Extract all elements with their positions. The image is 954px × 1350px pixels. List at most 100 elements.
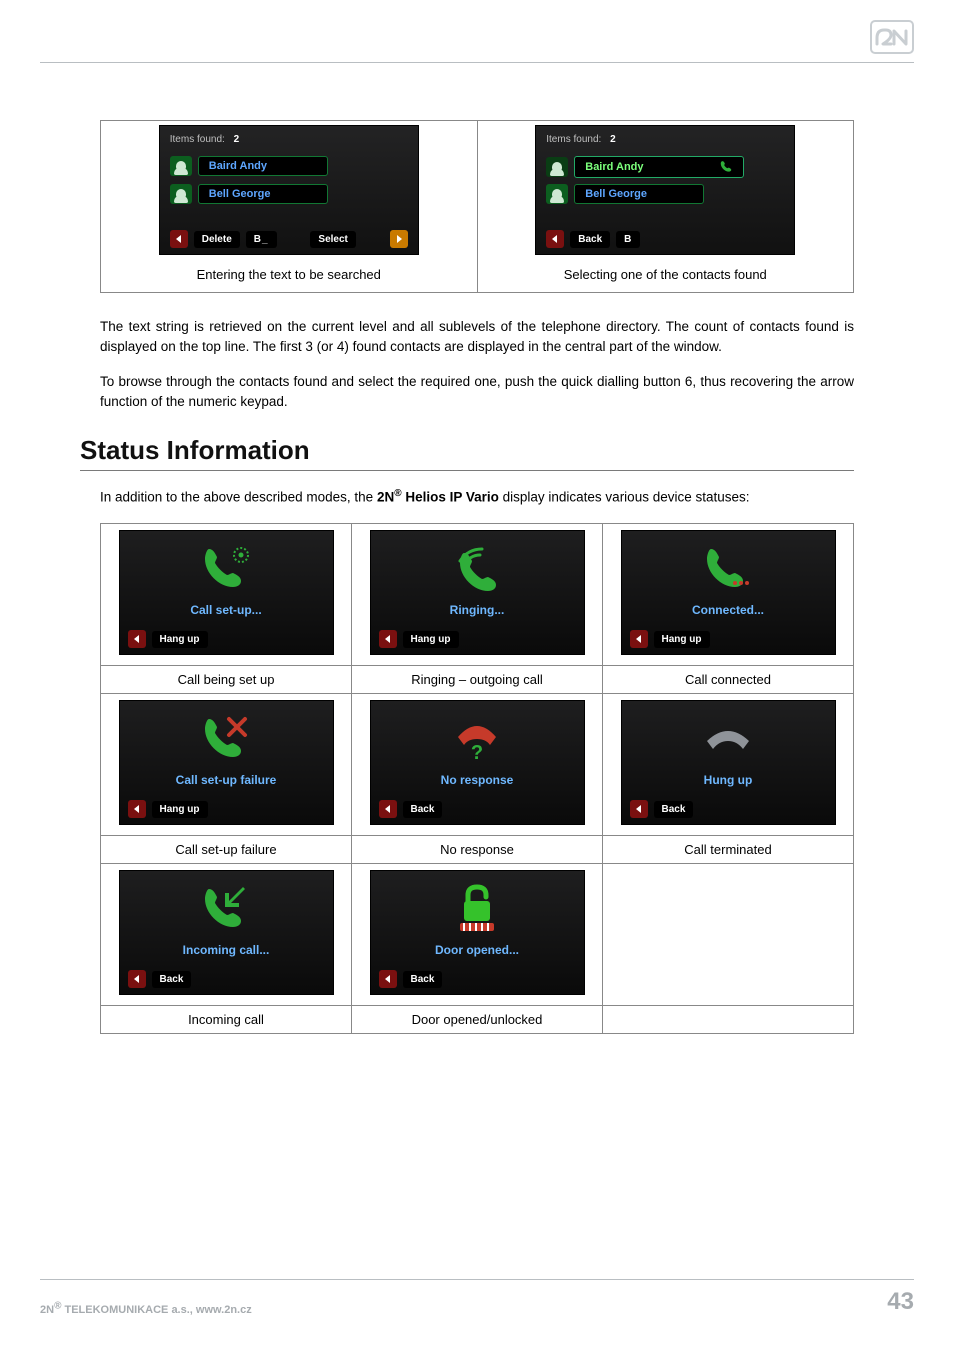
contact-row: Bell George <box>546 184 704 204</box>
device-screen: Connected... Hang up <box>621 530 836 655</box>
status-caption: Door opened/unlocked <box>352 1006 603 1034</box>
bottom-bar: Hang up <box>128 630 208 648</box>
failure-icon <box>199 713 253 763</box>
status-text: Call set-up failure <box>120 773 333 787</box>
person-icon <box>170 156 192 176</box>
status-cell: Call set-up... Hang up <box>101 524 352 666</box>
contact-row-selected: Baird Andy <box>546 156 744 178</box>
right-arrow-icon[interactable] <box>390 230 408 248</box>
bottom-bar: Hang up <box>128 800 208 818</box>
ringing-icon <box>450 543 504 593</box>
bottom-bar: Delete B_ Select <box>170 230 408 248</box>
status-caption: Call terminated <box>603 836 854 864</box>
status-cell: Connected... Hang up <box>603 524 854 666</box>
left-arrow-icon[interactable] <box>379 970 397 988</box>
left-arrow-icon[interactable] <box>128 970 146 988</box>
contact-row: Baird Andy <box>170 156 328 176</box>
intro-text: In addition to the above described modes… <box>100 490 377 505</box>
brand-logo <box>870 20 914 54</box>
left-arrow-icon[interactable] <box>379 630 397 648</box>
left-arrow-icon[interactable] <box>630 800 648 818</box>
items-found-label: Items found: 2 <box>170 134 239 145</box>
items-found-count: 2 <box>610 134 616 145</box>
left-arrow-icon[interactable] <box>379 800 397 818</box>
status-text: Hung up <box>622 773 835 787</box>
intro-text: display indicates various device statuse… <box>499 490 750 505</box>
status-text: No response <box>371 773 584 787</box>
search-examples-row: Items found: 2 Baird Andy Bell George De… <box>100 120 854 293</box>
caption: Entering the text to be searched <box>105 261 473 288</box>
device-screen: Call set-up failure Hang up <box>119 700 334 825</box>
left-arrow-icon[interactable] <box>630 630 648 648</box>
status-text: Ringing... <box>371 603 584 617</box>
door-opened-icon <box>450 883 504 933</box>
status-text: Incoming call... <box>120 943 333 957</box>
status-cell: Incoming call... Back <box>101 864 352 1006</box>
items-found-label: Items found: 2 <box>546 134 615 145</box>
status-text: Connected... <box>622 603 835 617</box>
status-cell: ? No response Back <box>352 694 603 836</box>
left-arrow-icon[interactable] <box>128 800 146 818</box>
delete-label: Delete <box>194 231 240 248</box>
items-found-text: Items found: <box>170 134 225 145</box>
device-screen: Items found: 2 Baird Andy Bell George <box>535 125 795 255</box>
items-found-count: 2 <box>234 134 240 145</box>
button-label: Hang up <box>152 801 208 818</box>
section-rule <box>80 470 854 471</box>
status-caption: Incoming call <box>101 1006 352 1034</box>
status-caption: Call being set up <box>101 666 352 694</box>
person-icon <box>546 157 568 177</box>
search-example-left: Items found: 2 Baird Andy Bell George De… <box>101 121 477 292</box>
footer-company: 2N® TELEKOMUNIKACE a.s., www.2n.cz <box>40 1300 252 1316</box>
intro-paragraph: In addition to the above described modes… <box>100 487 854 507</box>
status-cell: Ringing... Hang up <box>352 524 603 666</box>
button-label: Back <box>403 801 443 818</box>
connected-icon <box>701 543 755 593</box>
brand-name: 2N <box>377 490 394 505</box>
contact-name-selected: Baird Andy <box>574 156 744 178</box>
button-label: Back <box>152 971 192 988</box>
status-caption: Call connected <box>603 666 854 694</box>
left-arrow-icon[interactable] <box>546 230 564 248</box>
registered-icon: ® <box>394 488 401 499</box>
device-screen: Call set-up... Hang up <box>119 530 334 655</box>
product-name: Helios IP Vario <box>402 490 499 505</box>
caption: Selecting one of the contacts found <box>482 261 850 288</box>
items-found-text: Items found: <box>546 134 601 145</box>
status-caption: Call set-up failure <box>101 836 352 864</box>
bottom-bar: Back <box>379 800 443 818</box>
paragraph: To browse through the contacts found and… <box>100 372 854 411</box>
section-heading: Status Information <box>80 435 854 466</box>
contact-name: Bell George <box>198 184 328 204</box>
status-caption: No response <box>352 836 603 864</box>
status-text: Call set-up... <box>120 603 333 617</box>
page-number: 43 <box>887 1288 914 1316</box>
footer-rest: TELEKOMUNIKACE a.s., www.2n.cz <box>61 1304 251 1316</box>
no-response-icon: ? <box>450 713 504 763</box>
button-label: Hang up <box>152 631 208 648</box>
device-screen: Items found: 2 Baird Andy Bell George De… <box>159 125 419 255</box>
button-label: Back <box>403 971 443 988</box>
device-screen: Hung up Back <box>621 700 836 825</box>
left-arrow-icon[interactable] <box>128 630 146 648</box>
device-screen: Door opened... Back <box>370 870 585 995</box>
status-caption-empty <box>603 1006 854 1034</box>
contact-name: Bell George <box>574 184 704 204</box>
device-screen: ? No response Back <box>370 700 585 825</box>
contact-name: Baird Andy <box>198 156 328 176</box>
page-footer: 2N® TELEKOMUNIKACE a.s., www.2n.cz 43 <box>40 1279 914 1316</box>
status-text: Door opened... <box>371 943 584 957</box>
device-screen: Ringing... Hang up <box>370 530 585 655</box>
person-icon <box>170 184 192 204</box>
bottom-bar: Back <box>128 970 192 988</box>
contact-name-text: Baird Andy <box>585 161 643 173</box>
incoming-icon <box>199 883 253 933</box>
device-screen: Incoming call... Back <box>119 870 334 995</box>
left-arrow-icon[interactable] <box>170 230 188 248</box>
bottom-bar: Hang up <box>630 630 710 648</box>
status-table: Call set-up... Hang up <box>100 523 854 1034</box>
footer-brand: 2N <box>40 1304 54 1316</box>
status-caption: Ringing – outgoing call <box>352 666 603 694</box>
person-icon <box>546 184 568 204</box>
back-label: Back <box>570 231 610 248</box>
